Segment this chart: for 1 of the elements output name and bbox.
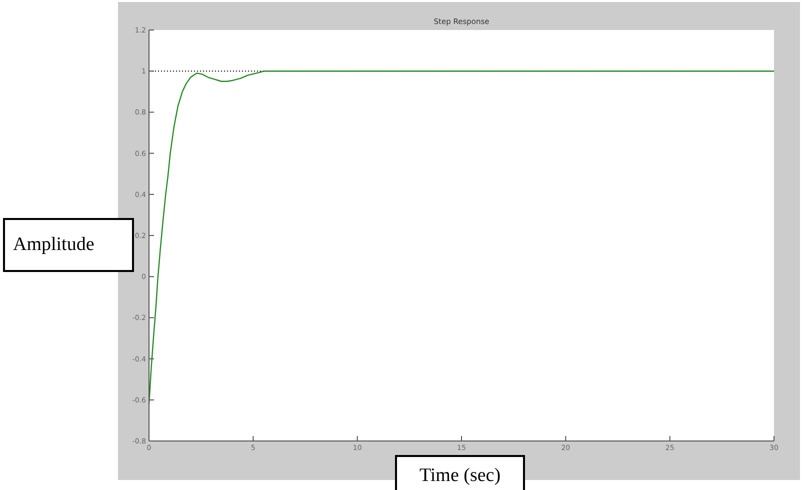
y-axis-title: Amplitude [13,234,94,256]
